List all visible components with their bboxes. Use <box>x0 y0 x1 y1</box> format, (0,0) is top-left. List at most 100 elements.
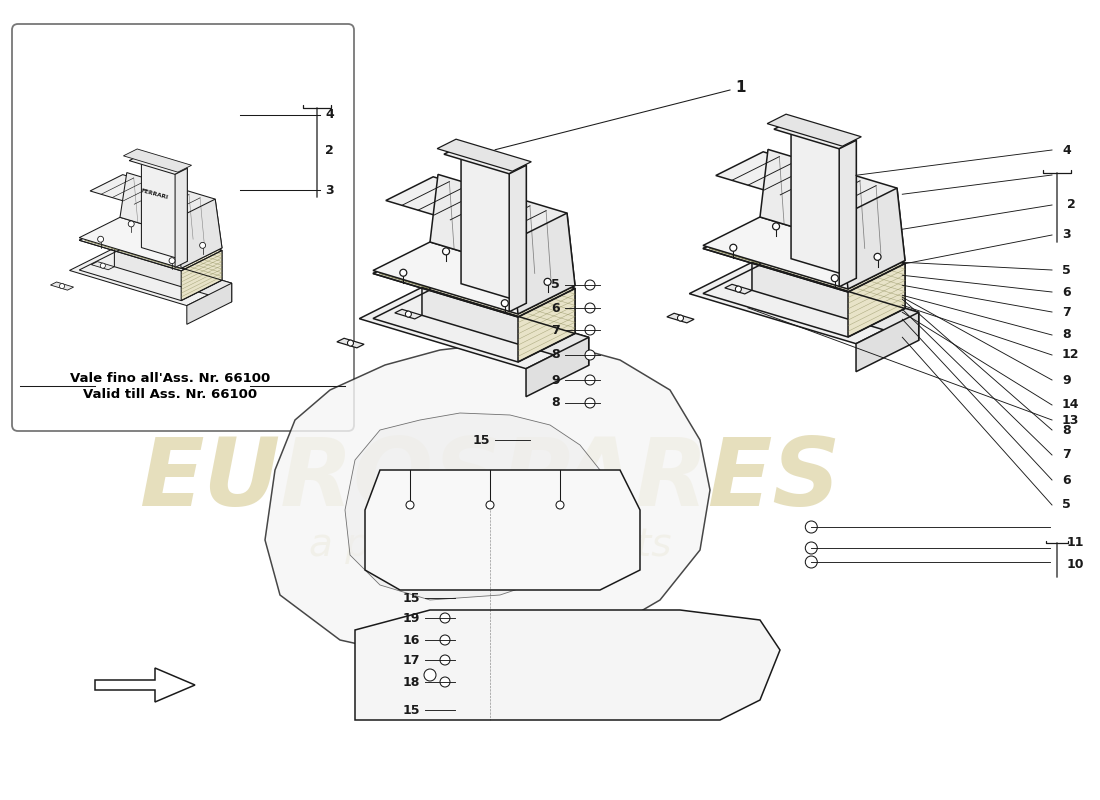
Polygon shape <box>175 168 187 267</box>
FancyBboxPatch shape <box>12 24 354 431</box>
Circle shape <box>440 677 450 687</box>
Text: 11: 11 <box>1067 537 1085 550</box>
Polygon shape <box>760 220 905 309</box>
Polygon shape <box>373 242 575 314</box>
Polygon shape <box>791 121 856 278</box>
Text: 7: 7 <box>1062 449 1070 462</box>
Text: 1: 1 <box>735 79 746 94</box>
Polygon shape <box>129 154 187 174</box>
Polygon shape <box>510 213 575 314</box>
Circle shape <box>805 521 817 533</box>
Polygon shape <box>337 338 364 348</box>
Polygon shape <box>716 152 892 214</box>
Polygon shape <box>79 218 222 268</box>
Circle shape <box>772 223 780 230</box>
Polygon shape <box>187 283 232 324</box>
Polygon shape <box>91 262 114 270</box>
Polygon shape <box>690 262 918 344</box>
Circle shape <box>348 340 353 346</box>
Polygon shape <box>85 222 217 269</box>
Text: 2: 2 <box>1067 198 1076 211</box>
Text: 8: 8 <box>551 349 560 362</box>
Text: 4: 4 <box>324 109 333 122</box>
Circle shape <box>585 303 595 313</box>
Polygon shape <box>444 146 526 174</box>
Polygon shape <box>395 310 422 319</box>
Polygon shape <box>355 610 780 720</box>
Text: 12: 12 <box>1062 349 1079 362</box>
Circle shape <box>556 501 564 509</box>
Polygon shape <box>120 173 222 248</box>
Text: 10: 10 <box>1067 558 1085 571</box>
Text: a passion for parts: a passion for parts <box>309 526 671 564</box>
Text: 18: 18 <box>403 675 420 689</box>
Text: 3: 3 <box>324 183 333 197</box>
Text: 8: 8 <box>551 397 560 410</box>
Polygon shape <box>430 174 575 286</box>
Polygon shape <box>710 222 899 290</box>
Text: 7: 7 <box>1062 306 1070 318</box>
Polygon shape <box>345 413 608 600</box>
Polygon shape <box>175 199 222 268</box>
Polygon shape <box>767 114 861 146</box>
Text: 8: 8 <box>1062 329 1070 342</box>
Text: 7: 7 <box>551 323 560 337</box>
Circle shape <box>585 350 595 360</box>
Polygon shape <box>360 287 588 369</box>
Text: 16: 16 <box>403 634 420 646</box>
Polygon shape <box>51 282 74 290</box>
Circle shape <box>406 311 411 317</box>
Polygon shape <box>518 289 575 362</box>
Polygon shape <box>461 146 526 303</box>
Polygon shape <box>839 140 856 286</box>
Polygon shape <box>509 166 526 312</box>
Circle shape <box>100 263 106 268</box>
Text: 4: 4 <box>1062 143 1070 157</box>
Circle shape <box>199 242 206 248</box>
Polygon shape <box>69 248 232 306</box>
Polygon shape <box>703 217 905 289</box>
Polygon shape <box>840 188 905 289</box>
Text: EUROSPARES: EUROSPARES <box>140 434 840 526</box>
Polygon shape <box>142 154 187 262</box>
Circle shape <box>440 635 450 645</box>
Circle shape <box>585 398 595 408</box>
Circle shape <box>486 501 494 509</box>
Text: 8: 8 <box>1062 423 1070 437</box>
Polygon shape <box>848 263 905 337</box>
Text: 6: 6 <box>1062 286 1070 298</box>
Polygon shape <box>123 149 191 172</box>
Polygon shape <box>725 284 752 294</box>
Circle shape <box>406 501 414 509</box>
Text: 5: 5 <box>1062 498 1070 511</box>
Text: 2: 2 <box>324 143 333 157</box>
Text: Valid till Ass. Nr. 66100: Valid till Ass. Nr. 66100 <box>82 387 257 401</box>
Circle shape <box>585 375 595 385</box>
Text: 14: 14 <box>1062 398 1079 411</box>
Polygon shape <box>265 343 710 660</box>
Text: 13: 13 <box>1062 414 1079 426</box>
Circle shape <box>129 221 134 227</box>
Text: 5: 5 <box>551 278 560 291</box>
Polygon shape <box>752 262 918 340</box>
Polygon shape <box>386 177 562 239</box>
Text: 17: 17 <box>403 654 420 666</box>
Circle shape <box>678 315 683 321</box>
Circle shape <box>502 300 508 306</box>
Text: 6: 6 <box>551 302 560 314</box>
Circle shape <box>399 270 407 276</box>
Circle shape <box>440 613 450 623</box>
Circle shape <box>442 248 450 255</box>
Text: 15: 15 <box>473 434 490 446</box>
Circle shape <box>736 286 741 292</box>
Polygon shape <box>667 314 694 323</box>
Circle shape <box>585 325 595 335</box>
Polygon shape <box>182 250 222 301</box>
Polygon shape <box>774 121 856 149</box>
Circle shape <box>440 655 450 665</box>
Polygon shape <box>437 139 531 171</box>
Circle shape <box>98 236 103 242</box>
Polygon shape <box>526 338 588 397</box>
Polygon shape <box>430 245 575 334</box>
Polygon shape <box>90 174 211 218</box>
